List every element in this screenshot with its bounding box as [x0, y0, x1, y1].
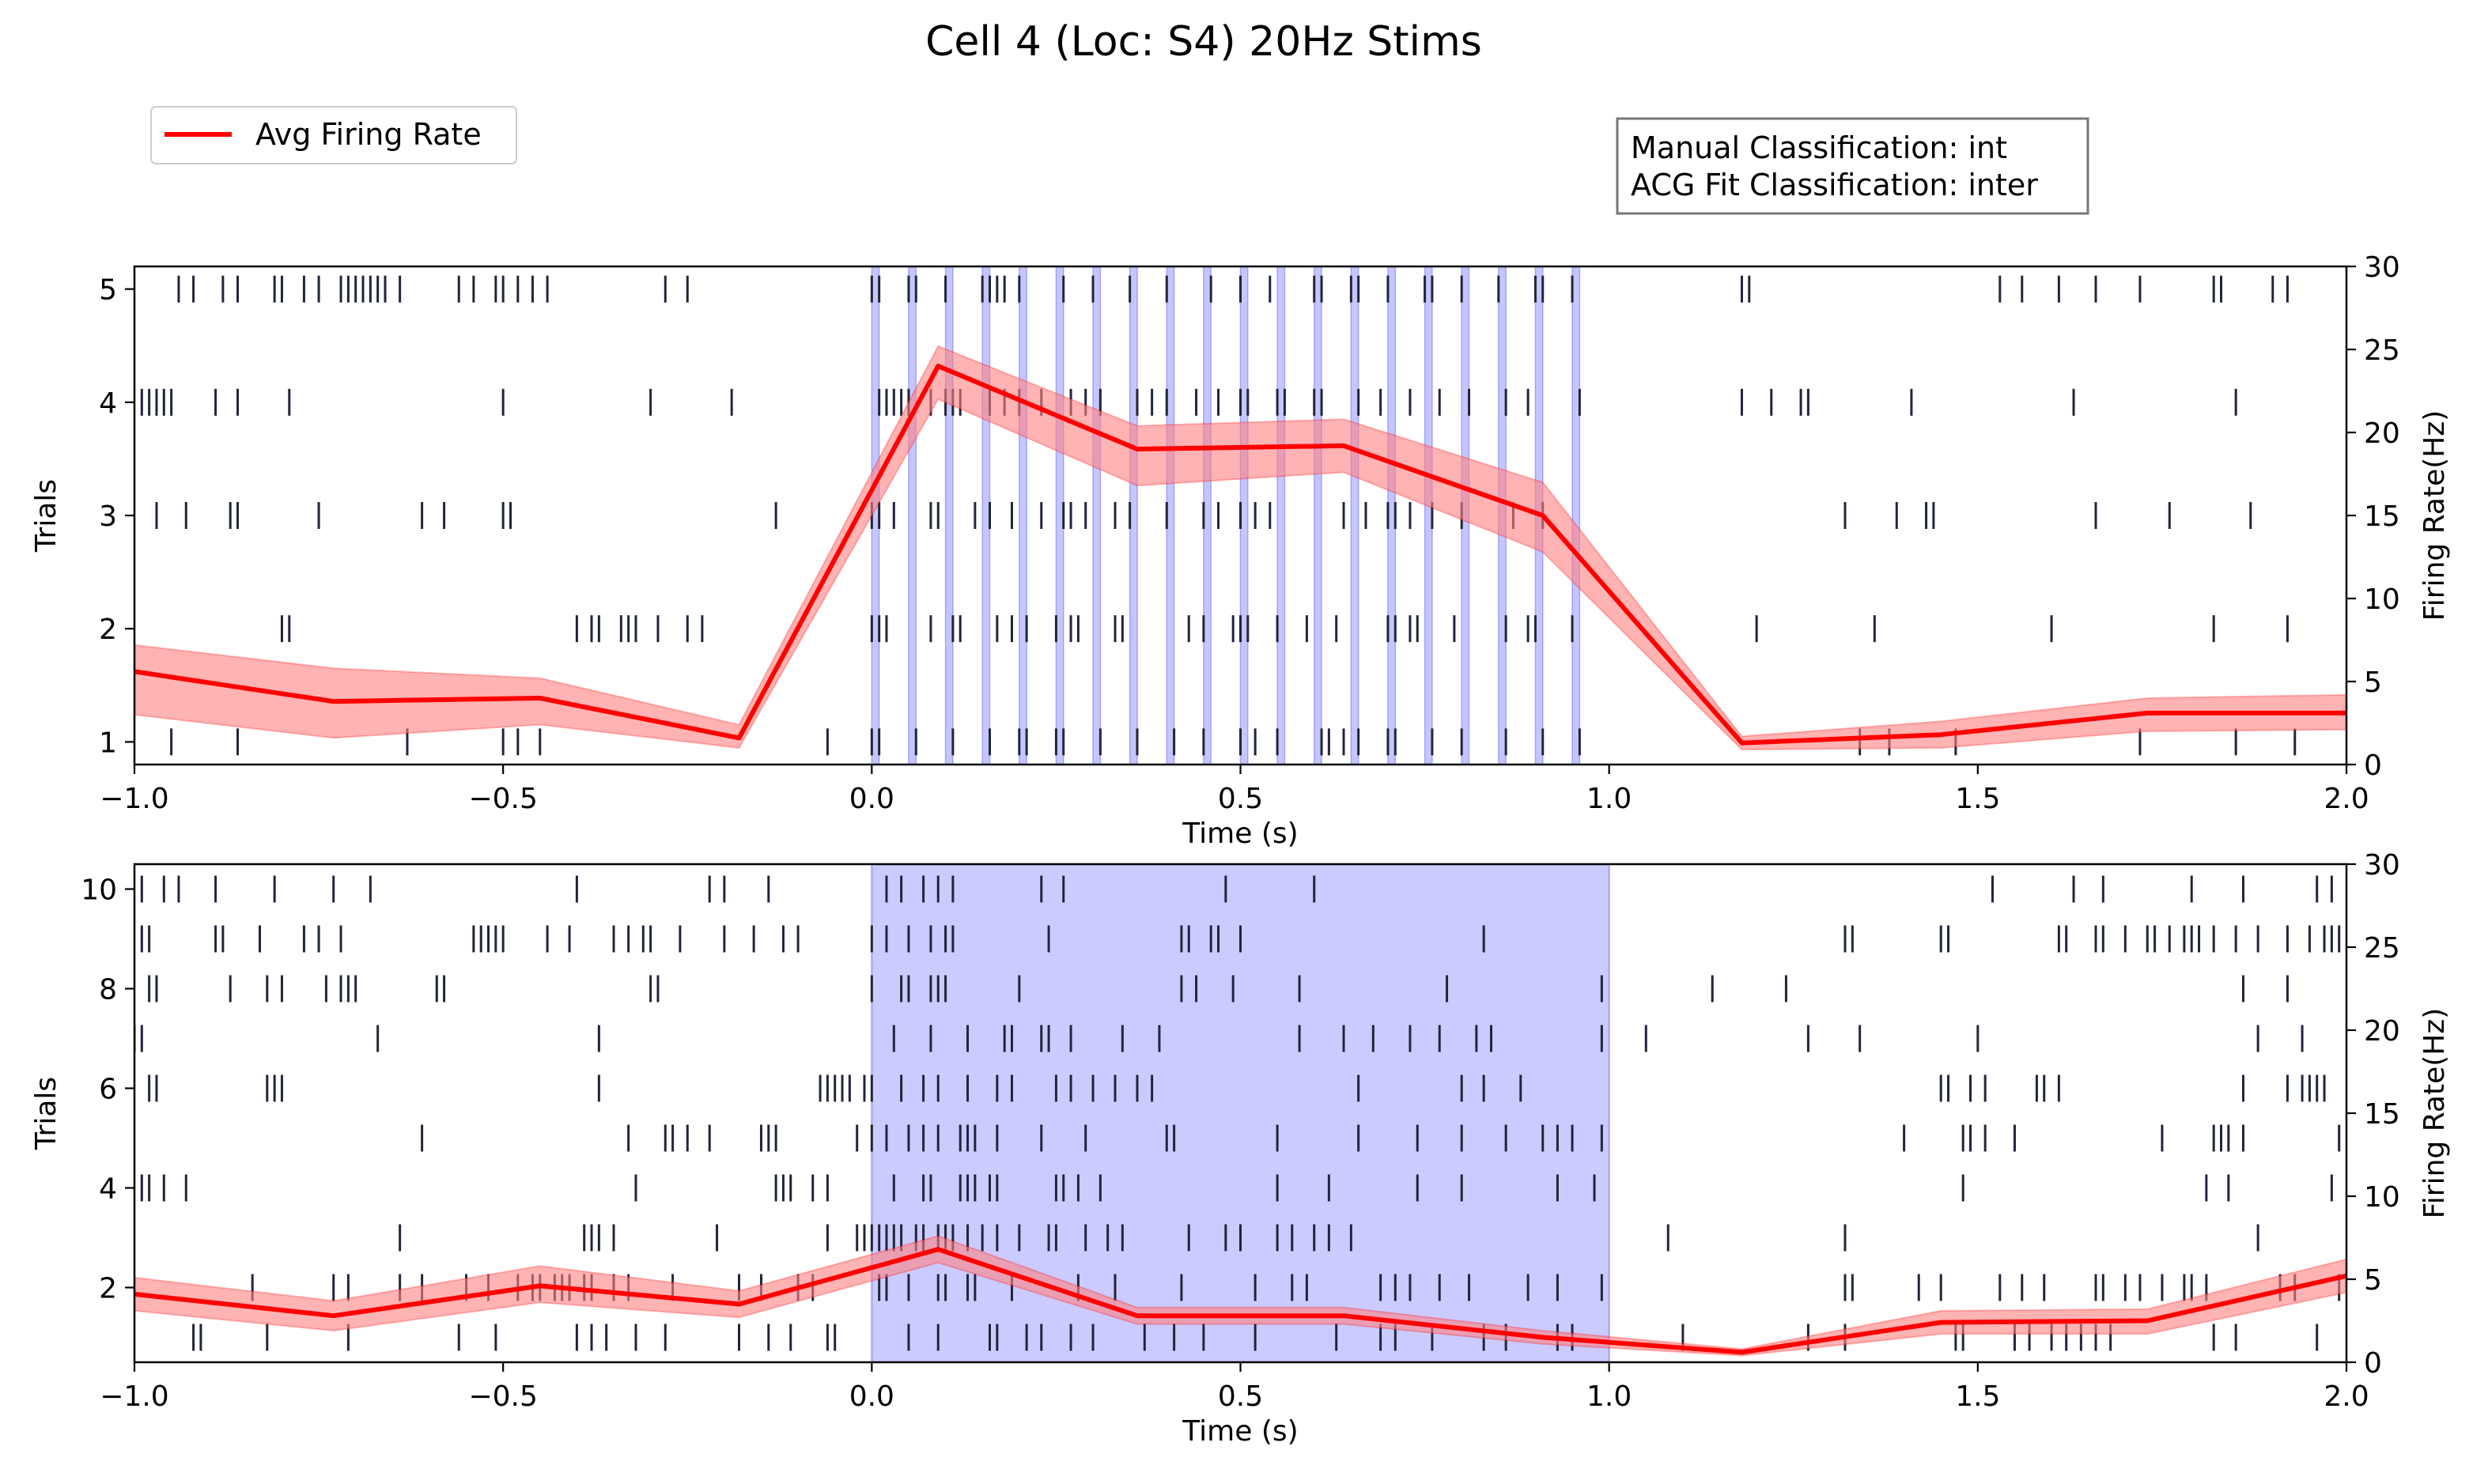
chart-0-top-xtick-label-4: 1.0 [1586, 783, 1632, 815]
chart-0-top-xlabel: Time (s) [1182, 818, 1298, 850]
chart-1-bottom-ytick-right-label-6: 30 [2364, 849, 2400, 882]
chart-0-top-ytick-right-label-0: 0 [2364, 750, 2382, 782]
chart-0-top-stim-pulse-2 [944, 266, 954, 765]
bottom-raster-panel: −1.0 −0.5 0.0 0.5 1.0 1.5 2.0 Time (s) 2 4 6 8 10 Tri… [30, 849, 2451, 1448]
acg-classification-text: ACG Fit Classification: inter [1631, 168, 2038, 202]
chart-0-top-stim-pulse-12 [1313, 266, 1322, 765]
chart-1-bottom-xlabel: Time (s) [1182, 1415, 1298, 1448]
chart-0-top-ytick-label-3: 4 [99, 387, 117, 420]
chart-1-bottom-ylabel-right: Firing Rate(Hz) [2418, 1008, 2451, 1219]
chart-1-bottom-ytick-label-1: 4 [99, 1173, 117, 1206]
chart-1-bottom-ytick-label-2: 6 [99, 1074, 117, 1106]
chart-1-bottom-ytick-label-0: 2 [99, 1273, 117, 1305]
chart-1-bottom-ytick-label-4: 10 [81, 874, 117, 907]
chart-1-bottom-xtick-label-2: 0.0 [849, 1380, 894, 1413]
chart-1-bottom-ytick-right-label-3: 15 [2364, 1098, 2400, 1131]
chart-0-top-firing-rate-band [134, 345, 2346, 751]
chart-0-top-plot-area [134, 266, 2346, 765]
chart-0-top-ytick-label-2: 3 [99, 500, 117, 533]
chart-0-top-ytick-right-label-4: 20 [2364, 417, 2400, 450]
chart-0-top-firing-rate-line [134, 364, 2346, 746]
chart-1-bottom-xtick-label-6: 2.0 [2324, 1380, 2369, 1413]
chart-0-top-ytick-label-1: 2 [99, 614, 117, 646]
chart-1-bottom-firing-rate-line [134, 1247, 2346, 1355]
chart-0-top-ytick-right-label-1: 5 [2364, 666, 2382, 699]
chart-0-top-ytick-right-label-2: 10 [2364, 583, 2400, 616]
legend-label: Avg Firing Rate [255, 117, 482, 152]
chart-1-bottom-ytick-right-label-2: 10 [2364, 1181, 2400, 1214]
chart-0-top-ytick-right-label-5: 25 [2364, 334, 2400, 367]
chart-0-top-stim-pulse-6 [1092, 266, 1102, 765]
top-raster-panel: −1.0 −0.5 0.0 0.5 1.0 1.5 2.0 Time (s) 1 2 3 4 5 Tria… [30, 251, 2451, 850]
legend-box [150, 106, 517, 164]
chart-0-top-stim-pulse-4 [1019, 266, 1027, 765]
chart-0-top-stim-pulse-19 [1571, 266, 1581, 765]
chart-0-top-ylabel-right: Firing Rate(Hz) [2418, 410, 2451, 621]
chart-0-top-xtick-label-3: 0.5 [1218, 783, 1263, 815]
chart-1-bottom-xtick-label-0: −1.0 [100, 1380, 168, 1413]
classification-frame [1616, 117, 2089, 215]
chart-1-bottom-ytick-label-3: 8 [99, 974, 117, 1006]
chart-1-bottom-xtick-label-1: −0.5 [468, 1380, 537, 1413]
chart-0-top-ytick-right-label-6: 30 [2364, 251, 2400, 284]
chart-0-top-xtick-label-5: 1.5 [1955, 783, 2000, 815]
chart-0-top-ytick-label-0: 1 [99, 727, 117, 759]
chart-0-top-ylabel: Trials [30, 479, 62, 553]
classification-box: Manual Classification: int ACG Fit Class… [1616, 117, 2089, 215]
chart-0-top-xtick-label-1: −0.5 [468, 783, 537, 815]
chart-1-bottom-xtick-label-3: 0.5 [1218, 1380, 1263, 1413]
chart-0-top-xtick-label-6: 2.0 [2324, 783, 2369, 815]
legend: Avg Firing Rate [150, 106, 517, 164]
chart-1-bottom-ylabel: Trials [30, 1077, 62, 1150]
chart-0-top-stim-pulse-1 [908, 266, 917, 765]
chart-1-bottom-plot-area [134, 864, 2346, 1362]
chart-0-top-stim-pulse-13 [1350, 266, 1359, 765]
chart-1-bottom-ytick-right-label-1: 5 [2364, 1264, 2382, 1297]
chart-1-bottom-ytick-right-label-4: 20 [2364, 1015, 2400, 1048]
chart-1-bottom-ytick-right-label-5: 25 [2364, 932, 2400, 965]
manual-classification-text: Manual Classification: int [1631, 130, 2007, 165]
figure-title: Cell 4 (Loc: S4) 20Hz Stims [925, 18, 1482, 66]
chart-0-top-xtick-label-2: 0.0 [849, 783, 894, 815]
chart-1-bottom-xtick-label-4: 1.0 [1586, 1380, 1632, 1413]
chart-0-top-ytick-right-label-3: 15 [2364, 500, 2400, 533]
chart-0-top-stim-pulse-11 [1276, 266, 1286, 765]
chart-0-top-ytick-label-4: 5 [99, 274, 117, 307]
chart-1-bottom-xtick-label-5: 1.5 [1955, 1380, 2000, 1413]
chart-1-bottom-ytick-right-label-0: 0 [2364, 1347, 2382, 1380]
chart-0-top-xtick-label-0: −1.0 [100, 783, 168, 815]
chart-1-bottom-firing-rate-band [134, 1235, 2346, 1357]
